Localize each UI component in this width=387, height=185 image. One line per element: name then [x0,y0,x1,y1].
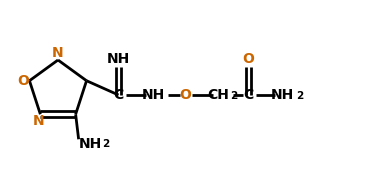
Text: 2: 2 [296,91,304,101]
Text: NH: NH [142,88,165,102]
Text: CH: CH [207,88,229,102]
Text: 2: 2 [231,91,238,101]
Text: C: C [113,88,124,102]
Text: O: O [243,52,255,66]
Text: O: O [180,88,192,102]
Text: O: O [17,74,29,88]
Text: NH: NH [271,88,294,102]
Text: 2: 2 [102,139,109,149]
Text: NH: NH [79,137,102,151]
Text: N: N [33,114,44,128]
Text: C: C [243,88,253,102]
Text: NH: NH [107,52,130,66]
Text: N: N [52,46,64,60]
